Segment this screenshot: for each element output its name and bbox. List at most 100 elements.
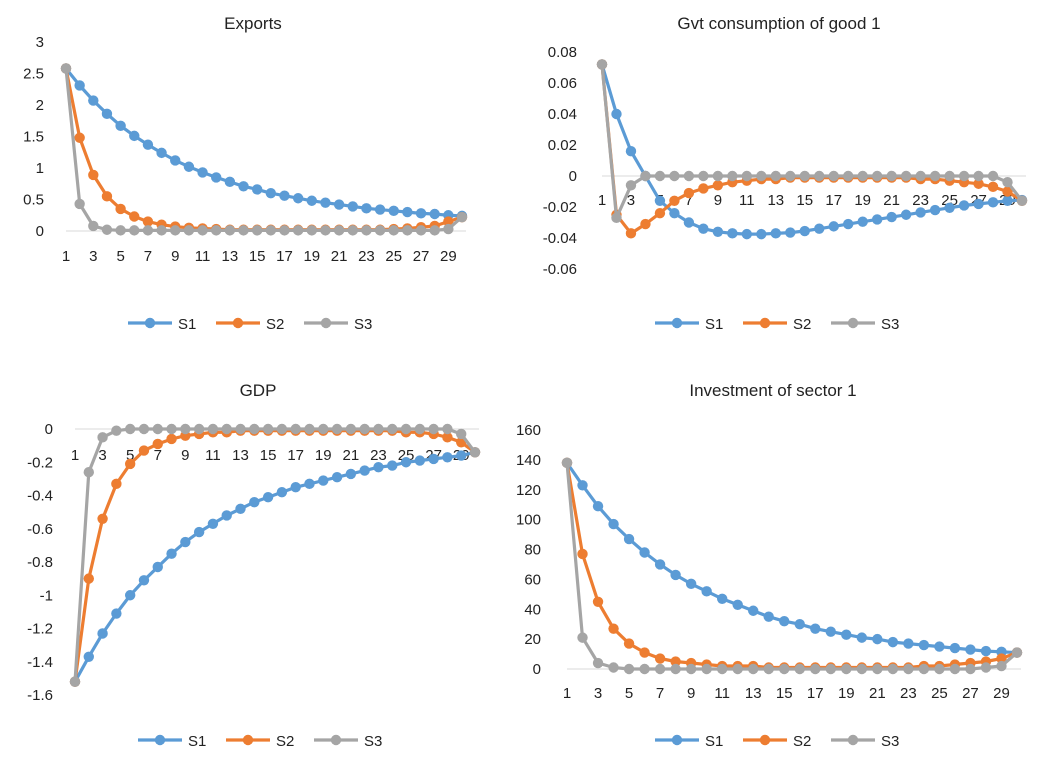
x-tick-label: 11 xyxy=(714,685,730,702)
legend-label: S3 xyxy=(354,316,372,333)
y-tick-label: -1.2 xyxy=(27,621,53,638)
data-point-s1 xyxy=(347,201,358,212)
data-point-s2 xyxy=(639,647,650,658)
chart-gdp: GDP -1.6-1.4-1.2-1-0.8-0.6-0.4-0.201 3 5 7 9… xyxy=(27,381,481,750)
data-point-s1 xyxy=(973,198,984,210)
data-point-s3 xyxy=(996,660,1007,672)
data-point-s2 xyxy=(97,513,108,524)
legend-item-s3: S3 xyxy=(831,733,899,750)
data-point-s2 xyxy=(592,596,604,607)
data-point-s2 xyxy=(654,208,666,219)
x-tick-label: 5 xyxy=(116,248,124,265)
data-point-s3 xyxy=(871,170,883,182)
data-point-s3 xyxy=(138,423,150,435)
data-point-s1 xyxy=(623,533,635,545)
data-point-s3 xyxy=(683,170,695,182)
x-tick-label: 15 xyxy=(776,685,793,702)
legend-marker xyxy=(320,317,332,329)
legend-label: S3 xyxy=(881,316,899,333)
data-point-s3 xyxy=(748,663,759,675)
data-point-s2 xyxy=(111,478,122,490)
x-tick-label: 11 xyxy=(205,447,221,464)
x-tick-label: 19 xyxy=(303,248,320,265)
y-tick-label: 0 xyxy=(533,661,541,678)
legend-label: S2 xyxy=(266,316,284,333)
data-point-s3 xyxy=(429,225,440,236)
data-point-s3 xyxy=(331,423,343,435)
data-point-s1 xyxy=(238,181,249,192)
x-tick-label: 23 xyxy=(370,447,387,464)
data-point-s2 xyxy=(640,218,651,230)
chart-gvt-consumption: Gvt consumption of good 1 -0.06 -0.04 -0.0… xyxy=(543,14,1028,333)
data-point-s3 xyxy=(987,170,999,182)
y-tick-label: 0.04 xyxy=(548,106,577,123)
data-point-s2 xyxy=(166,433,177,445)
data-point-s3 xyxy=(469,447,481,458)
data-point-s3 xyxy=(810,663,821,675)
data-point-s3 xyxy=(265,225,277,236)
data-point-s2 xyxy=(698,183,709,194)
x-tick-label: 21 xyxy=(883,192,900,209)
data-point-s1 xyxy=(193,526,205,538)
data-point-s3 xyxy=(387,423,398,435)
data-point-s1 xyxy=(374,204,386,215)
data-point-s3 xyxy=(359,423,370,435)
data-point-s3 xyxy=(561,457,573,469)
legend-marker xyxy=(330,734,342,746)
x-tick-label: 25 xyxy=(385,248,402,265)
x-tick-label: 1 xyxy=(71,447,79,464)
data-point-s3 xyxy=(279,225,290,236)
x-tick-label: 23 xyxy=(912,192,929,209)
x-tick-label: 7 xyxy=(656,685,664,702)
data-point-s3 xyxy=(639,663,650,675)
data-point-s3 xyxy=(442,423,453,435)
data-point-s1 xyxy=(903,638,914,649)
data-point-s3 xyxy=(770,170,781,182)
data-point-s3 xyxy=(654,170,666,182)
data-point-s3 xyxy=(843,170,854,182)
data-point-s3 xyxy=(857,170,868,182)
legend-marker xyxy=(759,734,771,746)
data-point-s1 xyxy=(639,547,650,558)
data-point-s3 xyxy=(732,663,743,675)
data-point-s1 xyxy=(74,80,85,91)
x-tick-label: 3 xyxy=(594,685,602,702)
legend-label: S3 xyxy=(881,733,899,750)
data-point-s1 xyxy=(276,486,288,498)
data-point-s3 xyxy=(608,662,619,673)
data-point-s3 xyxy=(814,170,825,182)
data-point-s3 xyxy=(929,170,941,182)
data-point-s1 xyxy=(221,510,232,521)
legend-item-s1: S1 xyxy=(655,733,723,750)
legend-marker xyxy=(232,317,244,329)
x-tick-label: 15 xyxy=(249,248,266,265)
data-point-s3 xyxy=(1016,195,1028,206)
chart-title: Gvt consumption of good 1 xyxy=(677,14,880,33)
data-point-s2 xyxy=(88,169,99,181)
data-point-s1 xyxy=(304,478,315,490)
data-point-s2 xyxy=(152,438,163,450)
data-point-s1 xyxy=(712,226,724,237)
x-tick-label: 17 xyxy=(287,447,304,464)
data-point-s3 xyxy=(670,663,681,675)
y-tick-label: 2.5 xyxy=(23,66,44,83)
legend-item-s1: S1 xyxy=(138,733,206,750)
y-tick-label: 60 xyxy=(524,571,541,588)
data-point-s1 xyxy=(88,95,99,106)
data-point-s1 xyxy=(251,184,263,195)
data-point-s1 xyxy=(669,208,680,219)
x-tick-label: 11 xyxy=(195,248,211,265)
data-point-s1 xyxy=(980,645,992,657)
data-point-s1 xyxy=(965,644,976,655)
chart-exports: Exports 00.511.522.531 3 5 7 9 11 13 15 17 19 21 23… xyxy=(23,14,468,333)
data-point-s1 xyxy=(211,172,222,183)
data-point-s1 xyxy=(611,108,622,120)
data-point-s3 xyxy=(180,423,191,435)
data-point-s2 xyxy=(625,228,637,239)
data-point-s3 xyxy=(825,663,836,675)
y-tick-label: 0 xyxy=(45,421,53,438)
y-tick-label: 0 xyxy=(569,168,577,185)
data-point-s3 xyxy=(886,170,897,182)
x-tick-label: 3 xyxy=(98,447,106,464)
legend-marker xyxy=(144,317,156,329)
